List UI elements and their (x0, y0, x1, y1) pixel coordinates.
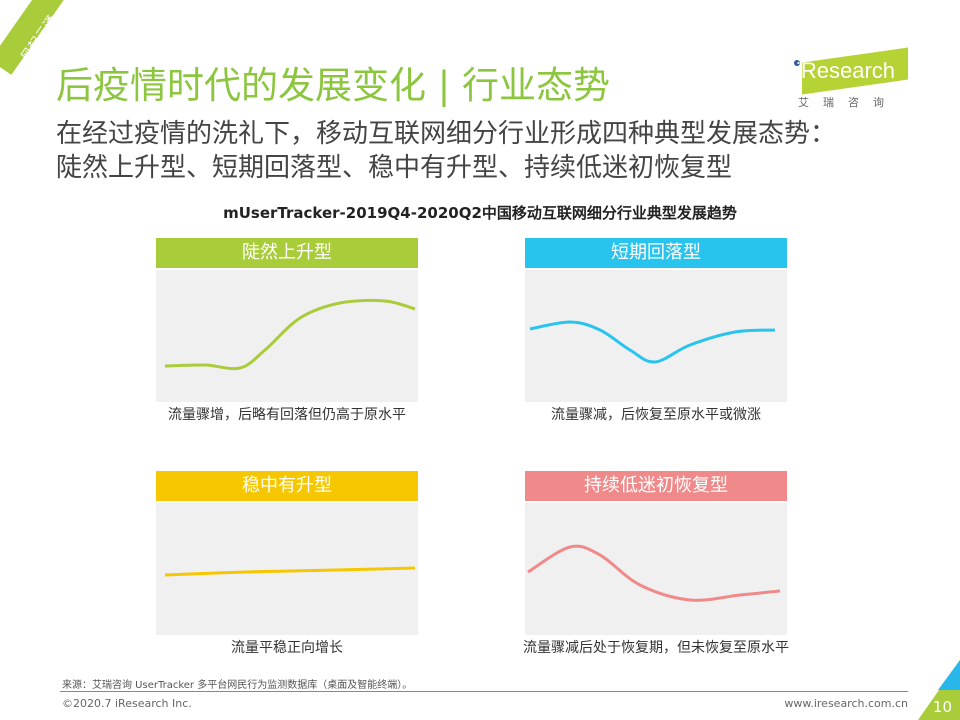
trend-line (164, 298, 416, 371)
panel-header: 持续低迷初恢复型 (525, 471, 787, 501)
trend-line (529, 320, 776, 364)
chart-title: mUserTracker-2019Q4-2020Q2中国移动互联网细分行业典型发… (223, 204, 737, 222)
page-title: 后疫情时代的发展变化 | 行业态势 (56, 64, 610, 107)
panel-short-dip: 短期回落型 流量骤减，后恢复至原水平或微涨 (525, 238, 787, 423)
trend-line (527, 544, 781, 602)
page-corner-accent (938, 660, 960, 690)
panel-slow-recovery: 持续低迷初恢复型 流量骤减后处于恢复期，但未恢复至原水平 (523, 471, 789, 656)
trend-curve (527, 544, 781, 602)
subtitle: 在经过疫情的洗礼下，移动互联网细分行业形成四种典型发展态势： 陡然上升型、短期回… (56, 117, 836, 185)
panel-header: 短期回落型 (525, 238, 787, 268)
source-note: 来源：艾瑞咨询 UserTracker 多平台网民行为监测数据库（桌面及智能终端… (62, 680, 413, 691)
panel-steady-rise: 稳中有升型 流量平稳正向增长 (156, 471, 418, 656)
panel-caption: 流量骤减，后恢复至原水平或微涨 (551, 407, 761, 423)
panel-caption: 流量平稳正向增长 (231, 640, 343, 656)
panel-caption: 流量骤增，后略有回落但仍高于原水平 (168, 407, 406, 423)
logo-brand: iResearch (796, 58, 896, 83)
page-number: 10 (932, 698, 952, 716)
subtitle-line-1: 在经过疫情的洗礼下，移动互联网细分行业形成四种典型发展态势： (56, 119, 837, 149)
copyright: ©2020.7 iResearch Inc. (62, 697, 192, 710)
subtitle-line-2: 陡然上升型、短期回落型、稳中有升型、持续低迷初恢复型 (56, 153, 733, 183)
panel-header: 陡然上升型 (156, 238, 418, 268)
trend-curve (529, 320, 776, 364)
panel-caption: 流量骤减后处于恢复期，但未恢复至原水平 (523, 640, 789, 656)
panel-header: 稳中有升型 (156, 471, 418, 501)
logo-sub: 艾瑞咨询 (798, 96, 898, 109)
footer-divider (60, 691, 908, 692)
website-link: www.iresearch.com.cn (784, 697, 908, 710)
panel-sharp-rise: 陡然上升型 流量骤增，后略有回落但仍高于原水平 (156, 238, 418, 423)
trend-line (164, 566, 416, 577)
trend-curve (164, 298, 416, 371)
trend-curve (164, 566, 416, 577)
